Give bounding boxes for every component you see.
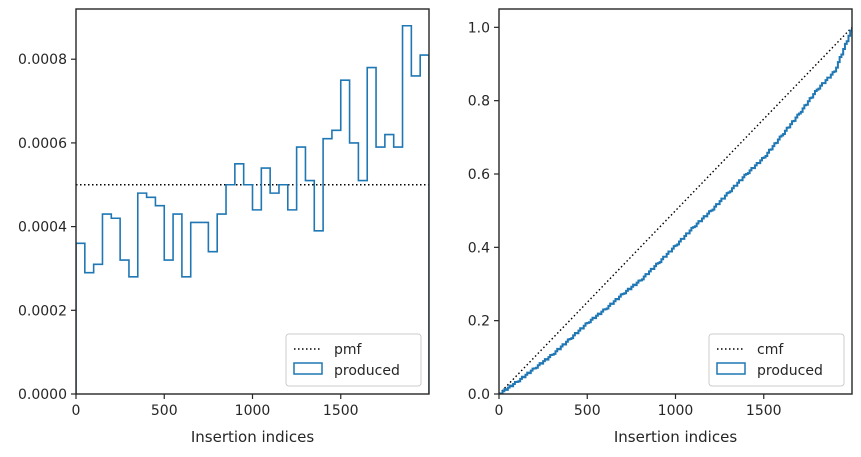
y-tick-label: 0.0000 <box>18 387 67 403</box>
x-tick-label: 500 <box>151 403 178 419</box>
legend-swatch-produced <box>716 362 746 375</box>
x-tick-label: 0 <box>72 403 81 419</box>
plot-area <box>499 26 852 394</box>
x-tick-label: 500 <box>574 403 601 419</box>
y-tick-label: 0.8 <box>468 94 490 110</box>
legend-swatch-produced <box>293 362 323 375</box>
y-tick-label: 0.4 <box>468 240 490 256</box>
legend-box <box>285 333 422 387</box>
x-axis-label: Insertion indices <box>191 428 314 446</box>
legend-label: produced <box>334 363 400 379</box>
plot-area <box>76 24 429 394</box>
legend-label: cmf <box>757 342 784 358</box>
series-produced-histogram <box>76 24 429 394</box>
x-tick-label: 0 <box>495 403 504 419</box>
x-axis-label: Insertion indices <box>614 428 737 446</box>
y-tick-label: 0.0004 <box>18 220 67 236</box>
series-cmf-line <box>499 26 852 394</box>
legend: cmf produced <box>708 333 845 387</box>
x-tick-label: 1000 <box>235 403 271 419</box>
x-tick-label: 1500 <box>746 403 782 419</box>
x-tick-label: 1500 <box>323 403 359 419</box>
legend-label: pmf <box>334 342 363 358</box>
y-tick-label: 0.0 <box>468 387 490 403</box>
y-tick-label: 1.0 <box>468 20 490 36</box>
y-tick-label: 0.0002 <box>18 303 67 319</box>
legend-label: produced <box>757 363 823 379</box>
y-tick-label: 0.0006 <box>18 136 67 152</box>
y-tick-label: 0.2 <box>468 314 490 330</box>
series-produced-cumulative <box>499 27 852 394</box>
y-tick-label: 0.0008 <box>18 52 67 68</box>
legend: pmf produced <box>285 333 422 387</box>
legend-box <box>708 333 845 387</box>
x-tick-label: 1000 <box>658 403 694 419</box>
panel-1: 0 500 1000 1500 0.0000 0.0002 0.0004 0.0006 0.00… <box>18 8 430 446</box>
y-tick-label: 0.6 <box>468 167 490 183</box>
panel-2: 0 500 1000 1500 0.0 0.2 0.4 0.6 0.8 1.0 Insertion … <box>468 8 853 446</box>
